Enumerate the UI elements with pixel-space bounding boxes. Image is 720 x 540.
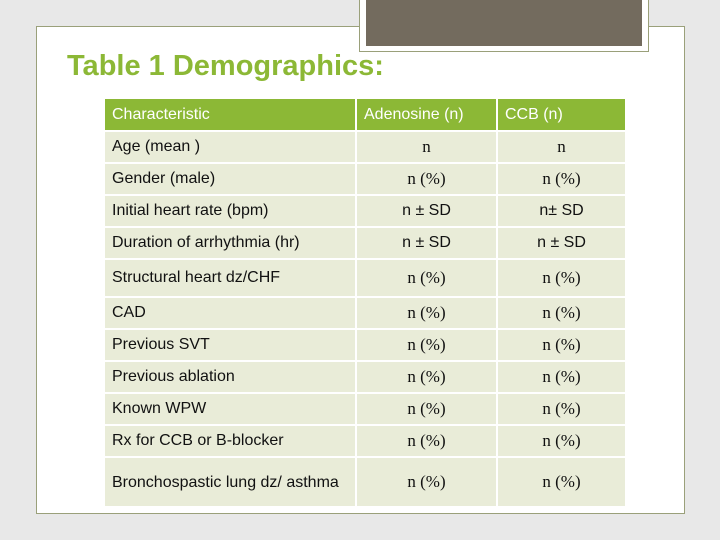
- row-label: Initial heart rate (bpm): [105, 196, 357, 228]
- table-row: Rx for CCB or B-blocker n (%) n (%): [105, 426, 627, 458]
- adenosine-value: n (%): [357, 330, 498, 362]
- adenosine-value: n (%): [357, 458, 498, 508]
- ccb-value: n± SD: [498, 196, 627, 228]
- table-row: Age (mean ) n n: [105, 132, 627, 164]
- row-label: Gender (male): [105, 164, 357, 196]
- row-label: Age (mean ): [105, 132, 357, 164]
- adenosine-value: n (%): [357, 426, 498, 458]
- ccb-value: n (%): [498, 260, 627, 298]
- row-label: Duration of arrhythmia (hr): [105, 228, 357, 260]
- adenosine-value: n (%): [357, 260, 498, 298]
- table-row: Previous SVT n (%) n (%): [105, 330, 627, 362]
- ccb-value: n: [498, 132, 627, 164]
- row-label: Rx for CCB or B-blocker: [105, 426, 357, 458]
- row-label: CAD: [105, 298, 357, 330]
- adenosine-value: n (%): [357, 362, 498, 394]
- adenosine-value: n (%): [357, 394, 498, 426]
- ccb-value: n ± SD: [498, 228, 627, 260]
- adenosine-value: n (%): [357, 164, 498, 196]
- ccb-value: n (%): [498, 298, 627, 330]
- table-row: Duration of arrhythmia (hr) n ± SD n ± S…: [105, 228, 627, 260]
- adenosine-value: n: [357, 132, 498, 164]
- ccb-value: n (%): [498, 426, 627, 458]
- ccb-value: n (%): [498, 458, 627, 508]
- decorative-tab-fill: [366, 0, 642, 46]
- header-characteristic: Characteristic: [105, 99, 357, 132]
- table-row: Known WPW n (%) n (%): [105, 394, 627, 426]
- adenosine-value: n ± SD: [357, 228, 498, 260]
- table-row: CAD n (%) n (%): [105, 298, 627, 330]
- ccb-value: n (%): [498, 362, 627, 394]
- slide-title: Table 1 Demographics:: [67, 50, 384, 82]
- table-row: Previous ablation n (%) n (%): [105, 362, 627, 394]
- table-header-row: Characteristic Adenosine (n) CCB (n): [105, 99, 627, 132]
- row-label: Structural heart dz/CHF: [105, 260, 357, 298]
- table-row: Bronchospastic lung dz/ asthma n (%) n (…: [105, 458, 627, 508]
- demographics-table: Characteristic Adenosine (n) CCB (n) Age…: [105, 99, 627, 508]
- header-adenosine: Adenosine (n): [357, 99, 498, 132]
- row-label: Previous SVT: [105, 330, 357, 362]
- row-label: Known WPW: [105, 394, 357, 426]
- ccb-value: n (%): [498, 394, 627, 426]
- adenosine-value: n ± SD: [357, 196, 498, 228]
- ccb-value: n (%): [498, 330, 627, 362]
- table-row: Initial heart rate (bpm) n ± SD n± SD: [105, 196, 627, 228]
- adenosine-value: n (%): [357, 298, 498, 330]
- ccb-value: n (%): [498, 164, 627, 196]
- table-row: Gender (male) n (%) n (%): [105, 164, 627, 196]
- table-row: Structural heart dz/CHF n (%) n (%): [105, 260, 627, 298]
- row-label: Bronchospastic lung dz/ asthma: [105, 458, 357, 508]
- header-ccb: CCB (n): [498, 99, 627, 132]
- row-label: Previous ablation: [105, 362, 357, 394]
